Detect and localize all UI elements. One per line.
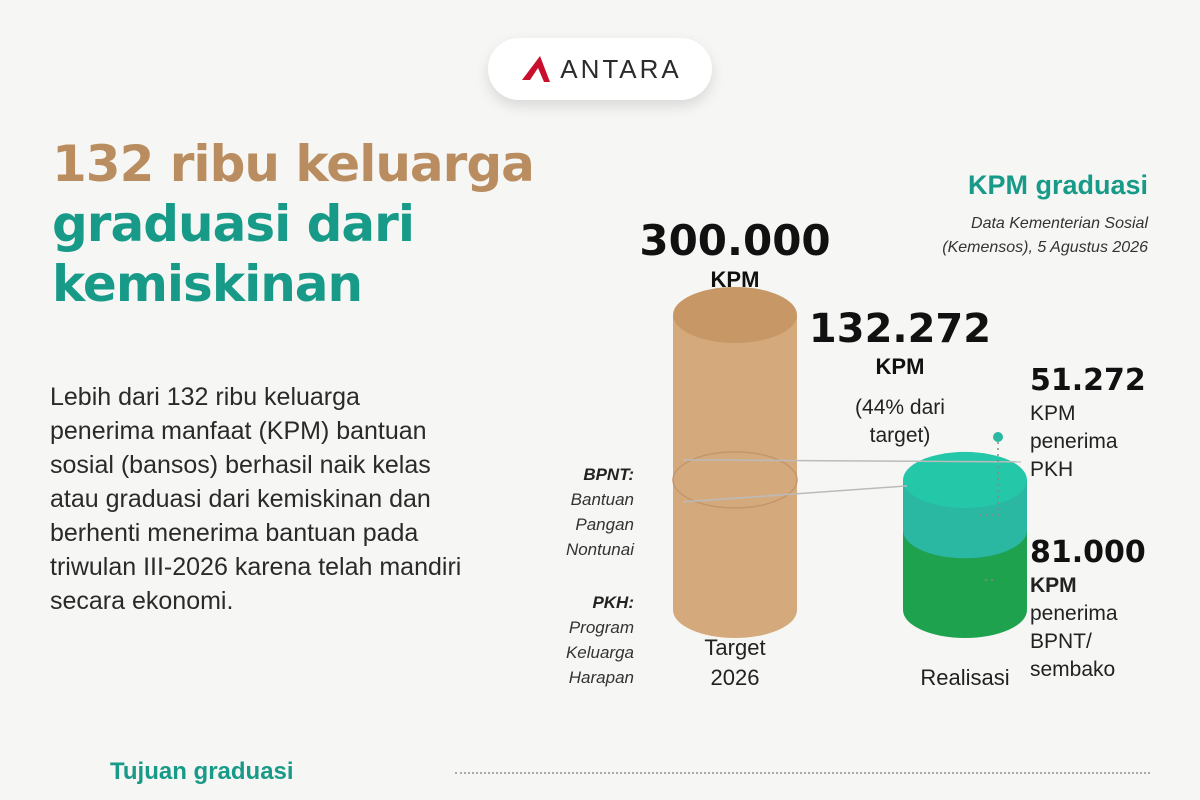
lead-paragraph: Lebih dari 132 ribu keluarga penerima ma…: [50, 383, 462, 615]
pkh-desc-line-1: penerima: [1030, 430, 1118, 453]
pkh-value-label: 51.272: [1030, 363, 1146, 398]
connector-line-bottom: [682, 485, 908, 503]
pkh-callout-line: [975, 442, 999, 516]
headline-line-1: 132 ribu keluarga: [52, 135, 535, 193]
legend-abbr-1: PKH:: [592, 593, 634, 612]
brand-name: ANTARA: [560, 53, 682, 84]
category-label-target-1: 2026: [711, 665, 760, 690]
bpnt-segment-body: [903, 530, 1027, 638]
chart-title: KPM graduasi: [967, 170, 1148, 200]
bpnt-value-label: 81.000: [1030, 535, 1146, 570]
realisasi-unit-label: KPM: [876, 354, 925, 379]
realisasi-pct-line-2: target): [870, 424, 931, 447]
connector-line-top: [682, 459, 1022, 463]
section-title-tujuan: Tujuan graduasi: [110, 758, 294, 785]
realisasi-pct-line-1: (44% dari: [855, 396, 945, 419]
pkh-callout-dot: [993, 432, 1003, 442]
section-divider: [455, 772, 1150, 774]
legend-line-0-1: Pangan: [575, 515, 634, 534]
legend-line-1-2: Harapan: [569, 668, 634, 687]
legend-abbr-0: BPNT:: [583, 465, 634, 484]
category-label-realisasi-0: Realisasi: [920, 665, 1009, 690]
chart-source-line-1: Data Kementerian Sosial: [971, 215, 1148, 232]
target-cylinder-top: [673, 287, 797, 343]
chart-source: Data Kementerian Sosial (Kemensos), 5 Ag…: [848, 212, 1148, 260]
pkh-segment-top: [903, 451, 1027, 508]
target-unit-label: KPM: [711, 267, 760, 292]
realisasi-value-label: 132.272: [809, 306, 991, 352]
legend-line-1-1: Keluarga: [566, 643, 634, 662]
antara-mark-icon: [522, 56, 551, 82]
legend-line-0-2: Nontunai: [566, 540, 635, 559]
legend-line-0-0: Bantuan: [571, 490, 634, 509]
legend-line-1-0: Program: [569, 618, 634, 637]
bpnt-desc-line-0: KPM: [1030, 574, 1077, 597]
chart-source-line-2: (Kemensos), 5 Agustus 2026: [942, 239, 1148, 256]
headline-line-2: graduasi dari: [52, 195, 415, 253]
bpnt-desc-line-1: penerima: [1030, 602, 1118, 625]
antara-logo: ANTARA: [488, 38, 712, 100]
headline-line-3: kemiskinan: [52, 255, 363, 313]
pkh-desc-line-2: PKH: [1030, 458, 1073, 481]
headline: 132 ribu keluarga graduasi dari kemiskin…: [52, 134, 572, 314]
target-value-label: 300.000: [639, 216, 830, 265]
bpnt-desc-line-3: sembako: [1030, 658, 1115, 681]
pkh-desc-line-0: KPM: [1030, 402, 1076, 425]
bpnt-callout-dot: [993, 575, 1003, 586]
target-cylinder-body: [673, 315, 797, 638]
bpnt-desc-line-2: BPNT/: [1030, 630, 1092, 653]
target-realisasi-level-ring: [672, 451, 798, 509]
category-label-target-0: Target: [704, 635, 765, 660]
